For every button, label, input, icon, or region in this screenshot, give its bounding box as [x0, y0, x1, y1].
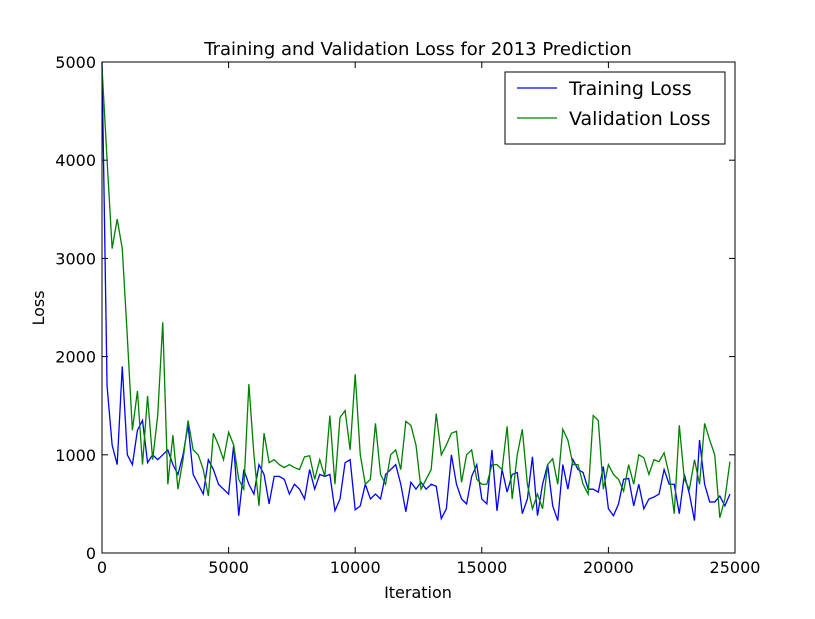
- x-tick-label: 20000: [583, 558, 634, 577]
- y-tick-label: 4000: [55, 151, 96, 170]
- x-tick-label: 5000: [208, 558, 249, 577]
- x-axis-label: Iteration: [384, 583, 452, 602]
- x-tick-label: 25000: [710, 558, 761, 577]
- y-tick-label: 1000: [55, 446, 96, 465]
- y-axis-label: Loss: [29, 290, 48, 325]
- y-tick-label: 2000: [55, 348, 96, 367]
- x-tick-label: 15000: [456, 558, 507, 577]
- plot-frame: [101, 61, 736, 554]
- legend-box: [504, 71, 726, 145]
- x-tick-label: 0: [97, 558, 107, 577]
- y-tick-label: 3000: [55, 249, 96, 268]
- x-tick-label: 10000: [330, 558, 381, 577]
- legend-label: Training Loss: [568, 78, 692, 100]
- legend-label: Validation Loss: [569, 108, 711, 130]
- chart-title: Training and Validation Loss for 2013 Pr…: [203, 39, 632, 60]
- line-series: [101, 66, 731, 518]
- y-tick-label: 0: [86, 544, 96, 563]
- y-tick-label: 5000: [55, 53, 96, 72]
